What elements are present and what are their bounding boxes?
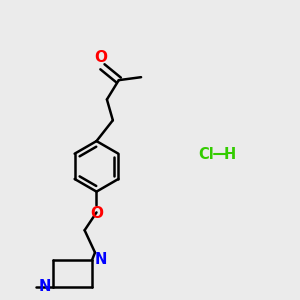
- Text: O: O: [94, 50, 107, 65]
- Text: Cl: Cl: [199, 147, 214, 162]
- Text: N: N: [94, 253, 107, 268]
- Text: O: O: [90, 206, 103, 221]
- Text: H: H: [224, 147, 236, 162]
- Text: N: N: [39, 279, 51, 294]
